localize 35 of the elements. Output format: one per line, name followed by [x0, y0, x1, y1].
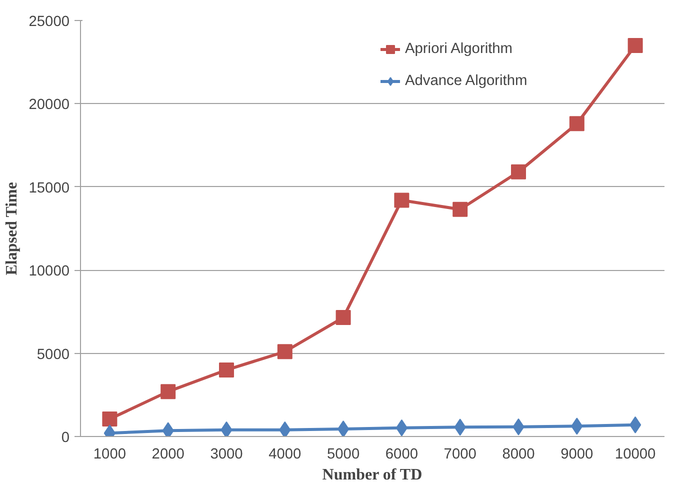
x-tick-label: 10000 [614, 446, 656, 462]
point [160, 384, 176, 400]
y-axis-title: Elapsed Time [4, 182, 21, 276]
point [102, 412, 118, 427]
y-tick-label: 0 [61, 430, 70, 446]
x-tick-label: 7000 [444, 446, 476, 462]
point [511, 164, 526, 180]
x-tick-label: 6000 [385, 446, 418, 462]
x-tick-label: 9000 [560, 446, 594, 462]
y-tick-label: 10000 [28, 264, 70, 280]
y-tick-label: 5000 [36, 346, 70, 363]
x-tick-label: 5000 [327, 446, 360, 462]
point [277, 344, 292, 360]
point [629, 416, 642, 434]
x-tick-label: 3000 [210, 446, 243, 462]
y-tick-label: 15000 [28, 180, 70, 196]
x-tick-label: 2000 [152, 446, 184, 462]
legend-label: Advance Algorithm [405, 73, 528, 89]
x-tick-label: 8000 [502, 446, 535, 462]
point [394, 192, 410, 208]
point [396, 419, 408, 436]
point [569, 116, 584, 132]
point [279, 421, 291, 436]
x-tick-label: 1000 [93, 446, 126, 462]
legend-label: Apriori Algorithm [405, 41, 513, 57]
x-axis-title: Number of TD [322, 466, 422, 484]
point [220, 421, 232, 436]
x-tick-label: 4000 [268, 446, 302, 462]
point [337, 420, 350, 436]
point [336, 310, 351, 326]
point [628, 38, 643, 53]
y-tick-label: 25000 [28, 14, 70, 30]
point [452, 202, 468, 217]
point [219, 362, 234, 378]
y-tick-label: 20000 [28, 97, 70, 114]
